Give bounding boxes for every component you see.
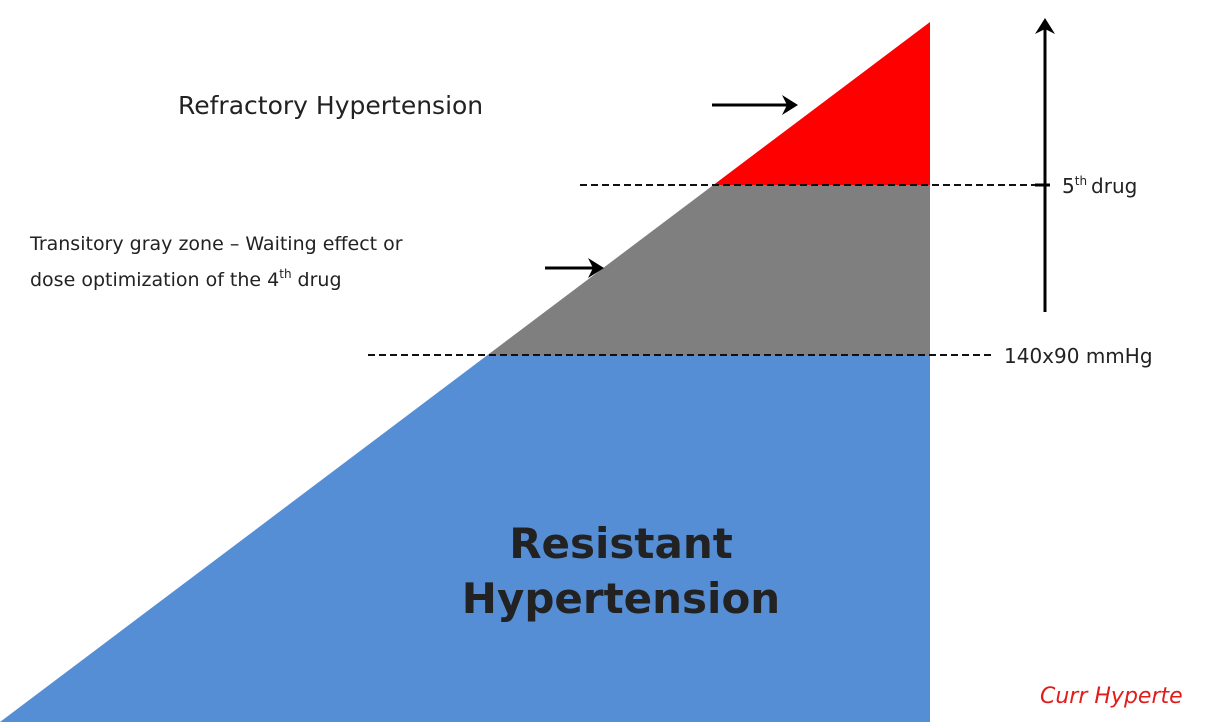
gray-zone-label: Transitory gray zone – Waiting effect or: [29, 233, 403, 255]
zone-label: Hypertension: [462, 574, 780, 623]
citation: Curr Hyperte: [1040, 684, 1183, 709]
gray-zone-label: dose optimization of the 4th drug: [30, 267, 342, 291]
gray-zone: [487, 185, 930, 355]
fifth-drug-label: 5th drug: [1062, 174, 1137, 198]
threshold-label: 140x90 mmHg: [1004, 344, 1153, 368]
text: 5: [1062, 174, 1075, 198]
zone-label: Resistant: [509, 519, 733, 568]
superscript: th: [279, 267, 291, 281]
text: dose optimization of the 4: [30, 269, 279, 291]
text: drug: [1091, 174, 1137, 198]
text: drug: [298, 269, 342, 291]
blue-zone: [0, 355, 930, 722]
red-zone: [713, 22, 930, 185]
superscript: th: [1075, 174, 1087, 188]
title: Refractory Hypertension: [178, 91, 483, 120]
